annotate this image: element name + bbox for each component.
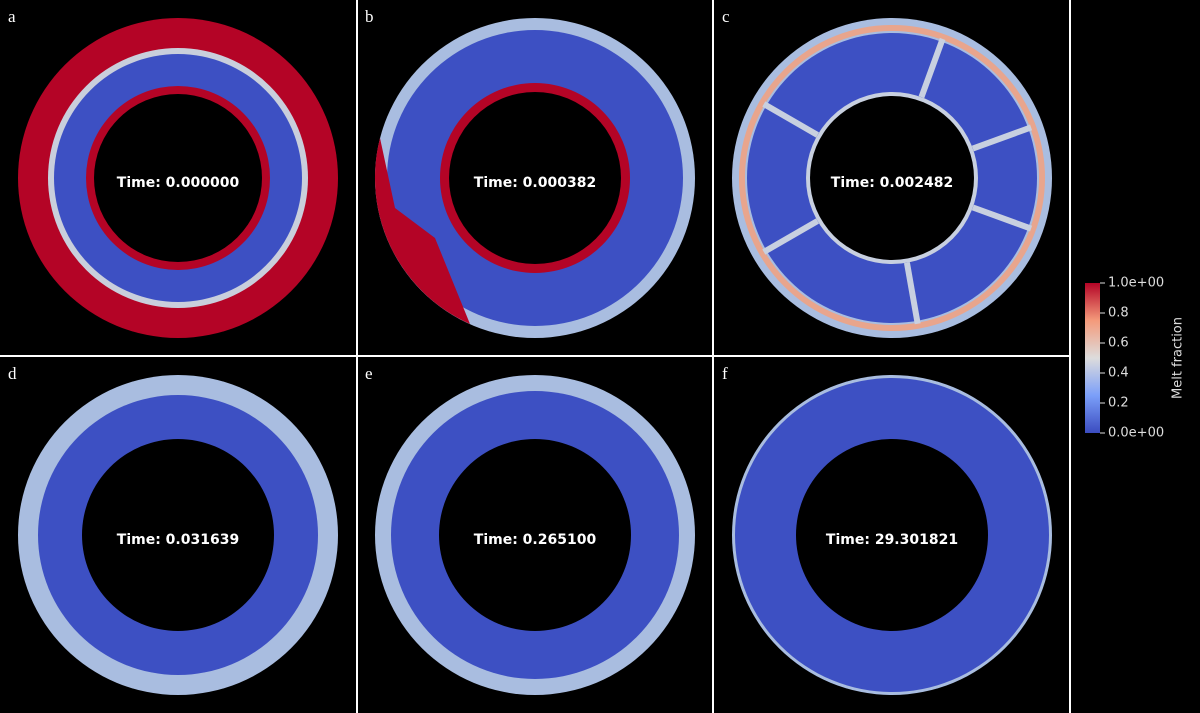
colorbar: Melt fraction 1.0e+00 0.8 0.6 0.4 0.2 0.0e+00 <box>1085 276 1186 441</box>
cell-boundary <box>762 101 820 138</box>
cell-boundary <box>971 124 1033 152</box>
cell-boundary <box>918 37 946 99</box>
colorbar-tick-label: 0.8 <box>1108 306 1129 321</box>
annulus-layer <box>810 96 974 260</box>
panel-time: Time: 0.265100 <box>474 532 597 548</box>
panel-time: Time: 29.301821 <box>826 532 958 548</box>
panel-label: f <box>722 364 728 383</box>
panels: a Time: 0.000000 b Time: 0.000382 c Time: 0.0… <box>8 7 1052 695</box>
panel-label: b <box>365 7 374 26</box>
colorbar-tick-label: 0.0e+00 <box>1108 426 1164 441</box>
colorbar-tick-label: 0.2 <box>1108 396 1129 411</box>
panel-label: d <box>8 364 17 383</box>
colorbar-tick-label: 1.0e+00 <box>1108 276 1164 291</box>
annulus-layer <box>82 439 274 631</box>
colorbar-tick-label: 0.6 <box>1108 336 1129 351</box>
melt-region <box>374 138 470 324</box>
annulus-layer <box>739 25 1045 331</box>
panel-time: Time: 0.002482 <box>831 175 953 191</box>
cell-boundary <box>762 218 820 255</box>
cell-boundary <box>903 262 921 325</box>
panel-label: a <box>8 7 16 26</box>
cell-boundary <box>971 204 1033 232</box>
panel-label: c <box>722 7 730 26</box>
panel-time: Time: 0.000382 <box>474 175 596 191</box>
panel-label: e <box>365 364 373 383</box>
annulus-layer <box>796 439 988 631</box>
annulus-layer <box>94 94 262 262</box>
colorbar-title: Melt fraction <box>1171 317 1186 399</box>
annulus-layer <box>439 439 631 631</box>
colorbar-tick-label: 0.4 <box>1108 366 1129 381</box>
colorbar-gradient <box>1085 283 1100 433</box>
panel-time: Time: 0.031639 <box>117 532 239 548</box>
annulus-layer <box>449 92 621 264</box>
panel-time: Time: 0.000000 <box>117 175 240 191</box>
